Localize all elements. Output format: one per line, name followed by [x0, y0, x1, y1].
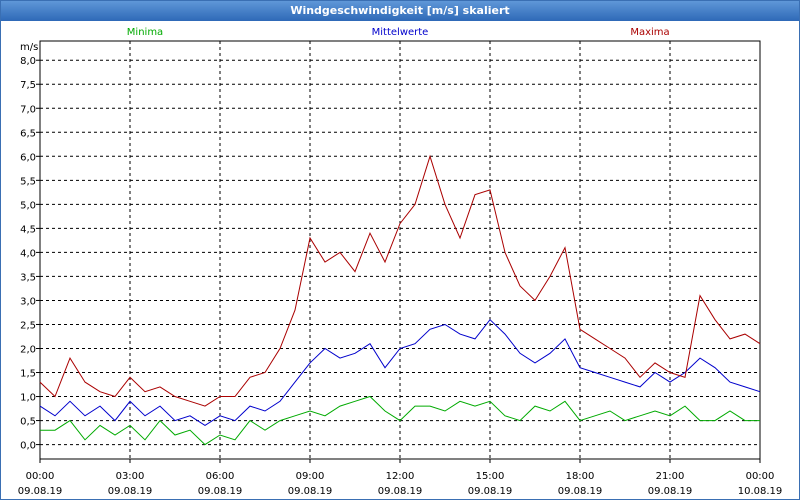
x-tick-time: 09:00: [296, 471, 325, 482]
y-tick-label: 5,0: [20, 200, 36, 211]
x-tick-date: 09.08.19: [288, 486, 333, 497]
x-tick-time: 12:00: [386, 471, 415, 482]
x-tick-time: 00:00: [26, 471, 55, 482]
y-tick-label: 4,0: [20, 248, 36, 259]
x-tick-time: 21:00: [656, 471, 685, 482]
x-tick-date: 09.08.19: [558, 486, 603, 497]
series-line-mittelwerte: [39, 318, 761, 426]
series-lines: [39, 154, 761, 446]
y-tick-label: 7,5: [20, 80, 36, 91]
y-axis-unit: m/s: [20, 42, 38, 53]
legend-maxima: Maxima: [630, 27, 669, 38]
y-tick-label: 4,5: [20, 224, 36, 235]
y-tick-label: 1,5: [20, 369, 36, 380]
y-tick-label: 8,0: [20, 56, 36, 67]
y-tick-label: 3,0: [20, 296, 36, 307]
x-tick-time: 18:00: [566, 471, 595, 482]
x-tick-date: 09.08.19: [108, 486, 153, 497]
legend-minima: Minima: [127, 27, 163, 38]
window-title: Windgeschwindigkeit [m/s] skaliert: [1, 1, 799, 21]
y-tick-label: 6,0: [20, 152, 36, 163]
x-axis-ticks: 00:00 09.08.19 03:00 09.08.19 06:00 09.08.19 0…: [18, 459, 783, 497]
x-tick-date: 10.08.19: [738, 486, 783, 497]
y-tick-label: 0,0: [20, 441, 36, 452]
x-tick-date: 09.08.19: [648, 486, 693, 497]
x-tick-time: 15:00: [476, 471, 505, 482]
y-tick-label: 6,5: [20, 128, 36, 139]
y-tick-label: 7,0: [20, 104, 36, 115]
y-tick-label: 0,5: [20, 417, 36, 428]
y-axis-ticks: 0,0 0,5 1,0 1,5 2,0 2,5 3,0 3,5 4,0 4,5 5,0 5,5 6,0 6…: [20, 56, 40, 452]
series-line-maxima: [39, 154, 761, 407]
series-line-minima: [40, 395, 760, 446]
x-tick-date: 09.08.19: [378, 486, 423, 497]
legend-mittelwerte: Mittelwerte: [372, 27, 429, 38]
x-tick-time: 00:00: [746, 471, 775, 482]
y-tick-label: 5,5: [20, 176, 36, 187]
x-tick-date: 09.08.19: [198, 486, 243, 497]
x-tick-time: 06:00: [206, 471, 235, 482]
x-tick-time: 03:00: [116, 471, 145, 482]
y-tick-label: 1,0: [20, 393, 36, 404]
y-tick-label: 2,5: [20, 320, 36, 331]
y-tick-label: 2,0: [20, 344, 36, 355]
x-tick-date: 09.08.19: [468, 486, 513, 497]
y-tick-label: 3,5: [20, 272, 36, 283]
x-tick-date: 09.08.19: [18, 486, 63, 497]
